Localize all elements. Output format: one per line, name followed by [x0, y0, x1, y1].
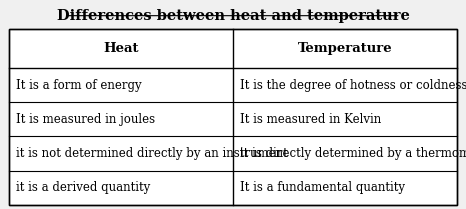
Text: Heat: Heat — [103, 42, 139, 55]
Text: It is measured in joules: It is measured in joules — [16, 113, 156, 126]
Text: Temperature: Temperature — [297, 42, 392, 55]
Bar — [9, 29, 457, 205]
Text: It is the degree of hotness or coldness of a body: It is the degree of hotness or coldness … — [240, 79, 466, 92]
Text: It is a fundamental quantity: It is a fundamental quantity — [240, 181, 405, 194]
Text: it is not determined directly by an instrument: it is not determined directly by an inst… — [16, 147, 288, 160]
Text: It is measured in Kelvin: It is measured in Kelvin — [240, 113, 381, 126]
Bar — [9, 29, 457, 205]
Text: it is a derived quantity: it is a derived quantity — [16, 181, 151, 194]
Text: Differences between heat and temperature: Differences between heat and temperature — [56, 9, 410, 23]
Text: it is directly determined by a thermometer: it is directly determined by a thermomet… — [240, 147, 466, 160]
Text: It is a form of energy: It is a form of energy — [16, 79, 142, 92]
